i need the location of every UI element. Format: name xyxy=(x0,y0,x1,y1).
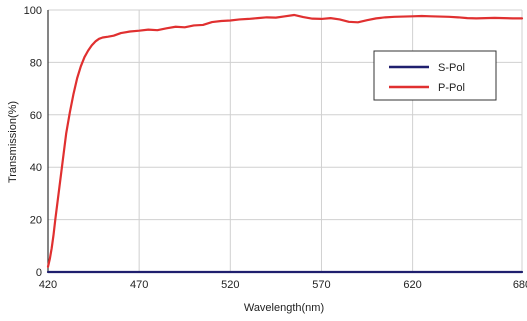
grid-lines xyxy=(47,9,523,273)
y-tick-label: 20 xyxy=(30,215,42,227)
series-lines xyxy=(46,13,524,274)
x-tick-label: 420 xyxy=(39,279,57,291)
x-axis-title: Wavelength(nm) xyxy=(244,302,324,314)
legend-label-s-pol: S-Pol xyxy=(438,62,465,74)
y-tick-label: 100 xyxy=(24,5,42,17)
legend: S-Pol P-Pol xyxy=(373,50,497,101)
y-axis-title: Transmission(%) xyxy=(7,101,19,183)
series-line-p-pol xyxy=(46,13,524,268)
x-tick-label: 680 xyxy=(513,279,527,291)
x-tick-label: 520 xyxy=(221,279,239,291)
y-tick-label: 0 xyxy=(36,267,42,279)
x-tick-label: 470 xyxy=(130,279,148,291)
legend-box xyxy=(373,50,497,101)
y-tick-label: 40 xyxy=(30,162,42,174)
y-tick-label: 80 xyxy=(30,57,42,69)
tick-labels: 420 470 520 570 620 680 0 20 40 60 80 100 xyxy=(24,5,527,291)
x-tick-label: 620 xyxy=(403,279,421,291)
axes xyxy=(47,10,522,273)
x-tick-label: 570 xyxy=(312,279,330,291)
y-tick-label: 60 xyxy=(30,110,42,122)
legend-label-p-pol: P-Pol xyxy=(438,82,465,94)
